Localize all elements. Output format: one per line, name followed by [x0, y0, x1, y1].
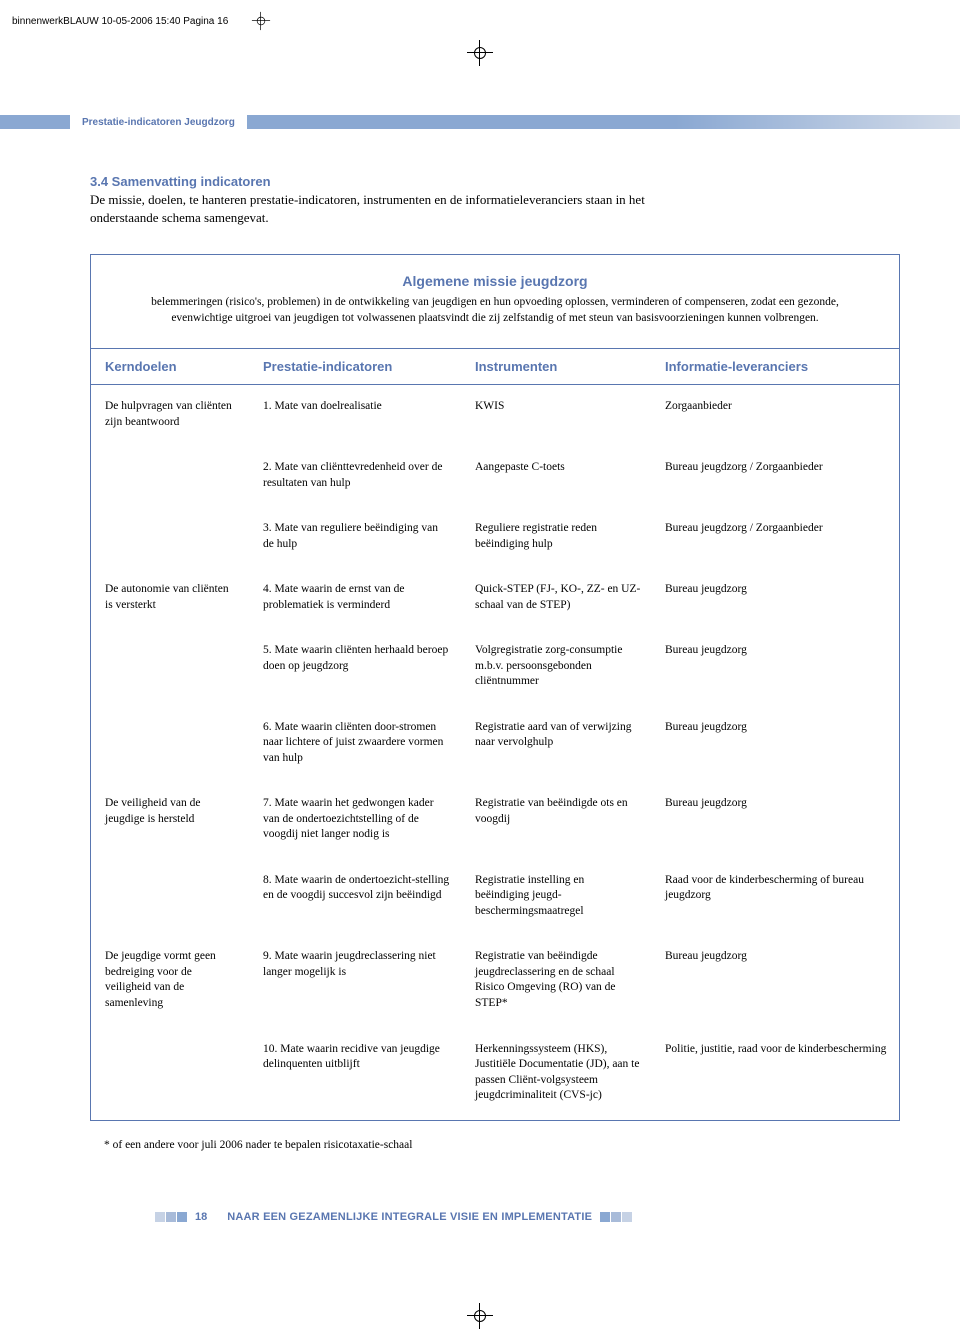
page-number: 18: [195, 1211, 207, 1223]
table-cell: Raad voor de kinderbescherming of bureau…: [651, 859, 899, 936]
header-block-left: [0, 115, 70, 129]
footnote: * of een andere voor juli 2006 nader te …: [90, 1139, 900, 1151]
footer-square-icon: [155, 1212, 165, 1222]
mission-text: belemmeringen (risico's, problemen) in d…: [151, 295, 839, 326]
col-header-informatie: Informatie-leveranciers: [651, 349, 899, 385]
table-cell: Registratie van beëindigde jeugdreclasse…: [461, 935, 651, 1027]
footer-square-icon: [600, 1212, 610, 1222]
table-cell: Bureau jeugdzorg: [651, 568, 899, 629]
table-cell: Bureau jeugdzorg / Zorgaanbieder: [651, 446, 899, 507]
footer-square-icon: [622, 1212, 632, 1222]
footer-square-icon: [177, 1212, 187, 1222]
header-block-right: [247, 115, 960, 129]
table-cell: [91, 1028, 249, 1120]
summary-table: Algemene missie jeugdzorg belemmeringen …: [90, 254, 900, 1120]
table-cell: Quick-STEP (FJ-, KO-, ZZ- en UZ-schaal v…: [461, 568, 651, 629]
table-cell: [91, 446, 249, 507]
running-header: Prestatie-indicatoren Jeugdzorg: [82, 117, 235, 128]
table-cell: [91, 706, 249, 783]
table-cell: 1. Mate van doelrealisatie: [249, 385, 461, 446]
section-heading: 3.4 Samenvatting indicatoren: [90, 174, 900, 189]
table-cell: Herkenningssysteem (HKS), Justitiële Doc…: [461, 1028, 651, 1120]
table-cell: Reguliere registratie reden beëindiging …: [461, 507, 651, 568]
table-cell: 10. Mate waarin recidive van jeugdige de…: [249, 1028, 461, 1120]
table-cell: De hulpvragen van cliënten zijn beantwoo…: [91, 385, 249, 446]
footer-blocks-right: [600, 1212, 632, 1222]
registration-mark-icon: [252, 12, 270, 30]
mission-title: Algemene missie jeugdzorg: [151, 273, 839, 289]
table-cell: Aangepaste C-toets: [461, 446, 651, 507]
table-cell: Registratie van beëindigde ots en voogdi…: [461, 782, 651, 859]
table-cell: Registratie instelling en beëindiging je…: [461, 859, 651, 936]
table-cell: Politie, justitie, raad voor de kinderbe…: [651, 1028, 899, 1120]
mission-cell: Algemene missie jeugdzorg belemmeringen …: [91, 255, 899, 349]
col-header-kerndoelen: Kerndoelen: [91, 349, 249, 385]
table-cell: De autonomie van cliënten is versterkt: [91, 568, 249, 629]
footer-blocks-left: [155, 1212, 187, 1222]
table-cell: 4. Mate waarin de ernst van de problemat…: [249, 568, 461, 629]
table-cell: 3. Mate van reguliere beëindiging van de…: [249, 507, 461, 568]
table-cell: [91, 507, 249, 568]
intro-paragraph: De missie, doelen, te hanteren prestatie…: [90, 191, 650, 226]
table-cell: 7. Mate waarin het gedwongen kader van d…: [249, 782, 461, 859]
table-cell: Bureau jeugdzorg / Zorgaanbieder: [651, 507, 899, 568]
table-cell: Bureau jeugdzorg: [651, 935, 899, 1027]
crop-mark-bottom: [0, 1303, 960, 1333]
table-cell: Bureau jeugdzorg: [651, 629, 899, 706]
table-cell: 8. Mate waarin de ondertoezicht-stelling…: [249, 859, 461, 936]
table-cell: KWIS: [461, 385, 651, 446]
col-header-prestatie: Prestatie-indicatoren: [249, 349, 461, 385]
footer-square-icon: [611, 1212, 621, 1222]
print-slug: binnenwerkBLAUW 10-05-2006 15:40 Pagina …: [0, 0, 960, 42]
table-grid: Kerndoelen Prestatie-indicatoren Instrum…: [91, 349, 899, 1119]
footer-bar: 18 NAAR EEN GEZAMENLIJKE INTEGRALE VISIE…: [90, 1211, 900, 1223]
table-cell: 5. Mate waarin cliënten herhaald beroep …: [249, 629, 461, 706]
table-cell: De veiligheid van de jeugdige is herstel…: [91, 782, 249, 859]
header-bar: Prestatie-indicatoren Jeugdzorg: [0, 110, 960, 134]
table-cell: Bureau jeugdzorg: [651, 706, 899, 783]
table-cell: 2. Mate van cliënttevredenheid over de r…: [249, 446, 461, 507]
table-cell: [91, 629, 249, 706]
col-header-instrumenten: Instrumenten: [461, 349, 651, 385]
table-cell: 6. Mate waarin cliënten door-stromen naa…: [249, 706, 461, 783]
table-cell: [91, 859, 249, 936]
footer-square-icon: [166, 1212, 176, 1222]
table-cell: Bureau jeugdzorg: [651, 782, 899, 859]
crop-mark-top: [0, 40, 960, 70]
print-slug-text: binnenwerkBLAUW 10-05-2006 15:40 Pagina …: [12, 16, 228, 27]
table-cell: 9. Mate waarin jeugdreclassering niet la…: [249, 935, 461, 1027]
footer-title: NAAR EEN GEZAMENLIJKE INTEGRALE VISIE EN…: [227, 1211, 592, 1223]
page-content: 3.4 Samenvatting indicatoren De missie, …: [0, 174, 960, 1263]
table-cell: De jeugdige vormt geen bedreiging voor d…: [91, 935, 249, 1027]
table-cell: Zorgaanbieder: [651, 385, 899, 446]
table-cell: Registratie aard van of verwijzing naar …: [461, 706, 651, 783]
table-cell: Volgregistratie zorg-consumptie m.b.v. p…: [461, 629, 651, 706]
